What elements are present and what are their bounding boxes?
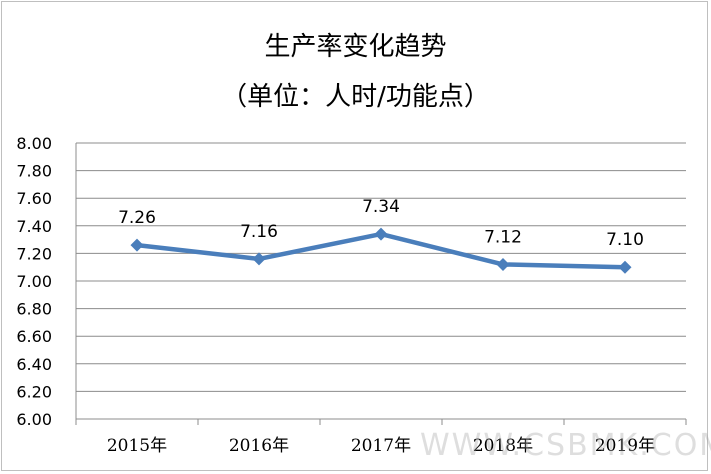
data-point — [618, 260, 632, 274]
y-tick-label: 6.40 — [16, 355, 52, 374]
y-tick-label: 6.20 — [16, 382, 52, 401]
x-tick-label: 2016年 — [229, 436, 289, 456]
y-tick-label: 7.00 — [16, 272, 52, 291]
y-tick-label: 6.00 — [16, 410, 52, 429]
y-tick-label: 7.20 — [16, 244, 52, 263]
chart-title: 生产率变化趋势 — [264, 32, 447, 62]
y-tick-label: 6.80 — [16, 300, 52, 319]
data-point — [252, 252, 266, 266]
y-tick-label: 8.00 — [16, 134, 52, 153]
chart-subtitle: （单位：人时/功能点） — [221, 82, 490, 112]
y-tick-label: 7.60 — [16, 189, 52, 208]
y-tick-label: 6.60 — [16, 327, 52, 346]
x-tick-label: 2015年 — [107, 436, 167, 456]
x-tick-label: 2019年 — [595, 436, 655, 456]
data-point — [496, 257, 510, 271]
data-label: 7.12 — [484, 227, 522, 247]
data-label: 7.26 — [118, 208, 156, 228]
watermark: WWW.CSBMK.COM — [420, 428, 711, 463]
y-tick-label: 7.40 — [16, 217, 52, 236]
data-label: 7.34 — [362, 197, 400, 217]
data-point — [374, 227, 388, 241]
data-label: 7.10 — [606, 230, 644, 250]
data-point — [130, 238, 144, 252]
data-label: 7.16 — [240, 222, 278, 242]
x-tick-label: 2018年 — [473, 436, 533, 456]
x-tick-label: 2017年 — [351, 436, 411, 456]
y-tick-label: 7.80 — [16, 162, 52, 181]
